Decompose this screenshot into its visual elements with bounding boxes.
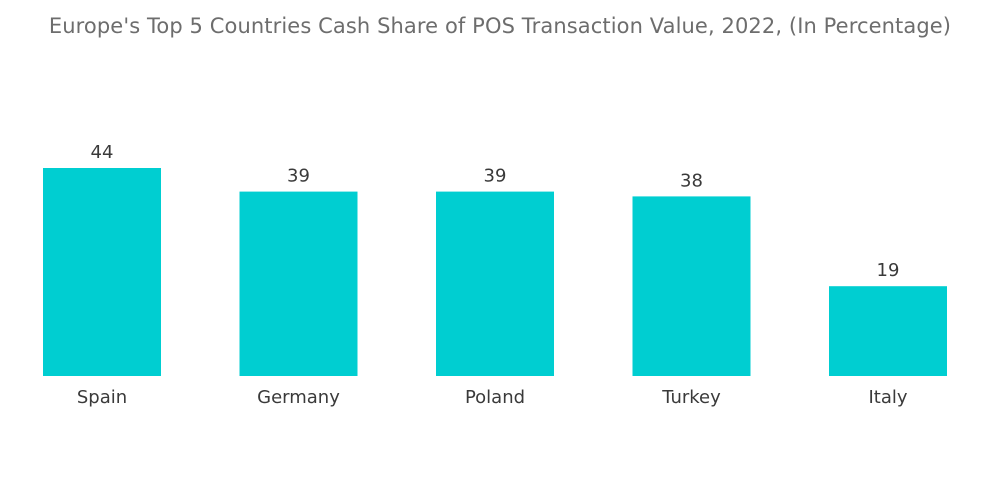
value-label-turkey: 38 [680, 170, 703, 191]
bar-poland [436, 191, 554, 376]
chart-title: Europe's Top 5 Countries Cash Share of P… [48, 14, 952, 38]
bar-spain [43, 168, 161, 376]
value-label-italy: 19 [877, 260, 900, 281]
value-label-spain: 44 [91, 142, 114, 163]
bar-germany [239, 191, 358, 376]
x-tick-label-poland: Poland [465, 387, 525, 408]
x-tick-label-italy: Italy [868, 387, 907, 408]
value-label-germany: 39 [287, 166, 310, 187]
x-tick-label-spain: Spain [77, 387, 127, 408]
value-label-poland: 39 [484, 166, 507, 187]
x-tick-label-turkey: Turkey [661, 387, 721, 408]
bar-italy [829, 286, 947, 376]
x-tick-label-germany: Germany [257, 387, 340, 408]
bar-turkey [632, 196, 751, 376]
